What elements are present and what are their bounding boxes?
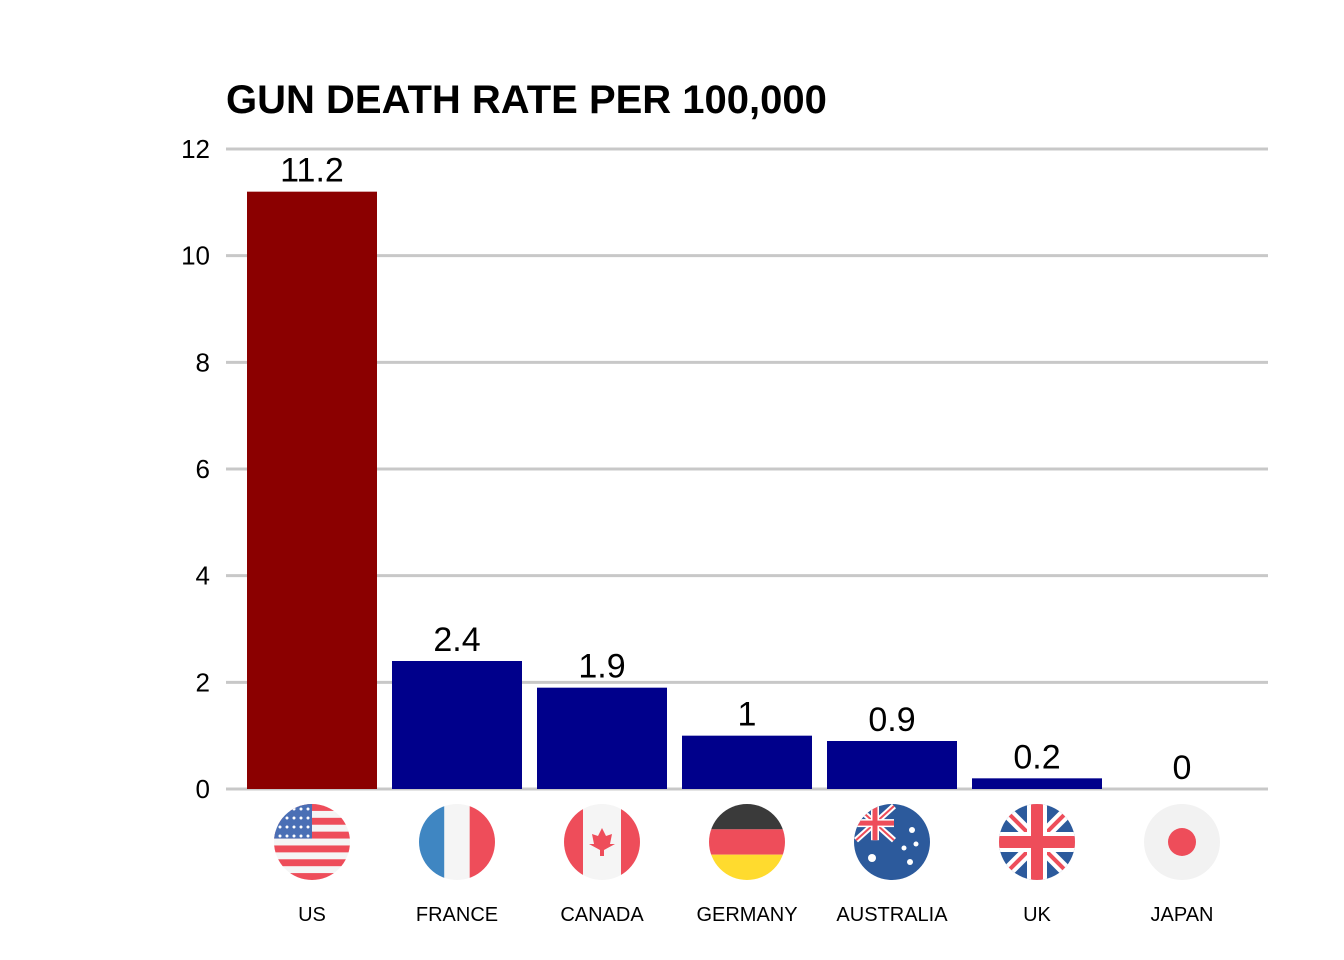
category-label: JAPAN <box>1151 904 1214 926</box>
data-label: 1.9 <box>578 648 625 686</box>
chart-title: GUN DEATH RATE PER 100,000 <box>226 78 827 122</box>
y-tick-label: 6 <box>196 454 210 484</box>
data-label: 1 <box>738 696 757 734</box>
data-label: 11.2 <box>280 152 344 190</box>
bars <box>247 191 1102 789</box>
gridlines <box>226 147 1268 791</box>
bar-uk <box>972 778 1102 789</box>
bar-canada <box>537 687 667 789</box>
uk-flag-icon <box>999 804 1075 880</box>
category-label: UK <box>1023 904 1051 926</box>
y-tick-label: 2 <box>196 667 210 697</box>
japan-flag-icon <box>1144 804 1220 880</box>
bar-france <box>392 661 522 789</box>
flag-icons <box>274 804 1220 880</box>
category-label: GERMANY <box>696 904 797 926</box>
australia-flag-icon <box>854 804 930 880</box>
category-label: FRANCE <box>416 904 498 926</box>
bar-germany <box>682 735 812 789</box>
canada-flag-icon <box>564 804 640 880</box>
data-label: 0.2 <box>1013 738 1060 776</box>
category-label: US <box>298 904 326 926</box>
us-flag-icon <box>274 804 350 880</box>
y-tick-label: 12 <box>181 134 210 164</box>
data-label: 0.9 <box>868 701 915 739</box>
bar-us <box>247 191 377 789</box>
data-label: 2.4 <box>433 621 480 659</box>
france-flag-icon <box>419 804 495 880</box>
x-axis-category-labels: US FRANCE CANADA GERMANY AUSTRALIA UK JAPAN <box>298 904 1213 926</box>
data-labels: 11.2 2.4 1.9 1 0.9 0.2 0 <box>280 152 1191 787</box>
bar-australia <box>827 741 957 789</box>
y-tick-label: 10 <box>181 241 210 271</box>
germany-flag-icon <box>709 804 785 880</box>
y-tick-label: 0 <box>196 774 210 804</box>
y-axis-tick-labels: 0 2 4 6 8 10 12 <box>181 134 210 804</box>
category-label: AUSTRALIA <box>836 904 948 926</box>
y-tick-label: 8 <box>196 347 210 377</box>
category-label: CANADA <box>560 904 644 926</box>
y-tick-label: 4 <box>196 561 210 591</box>
data-label: 0 <box>1173 749 1192 787</box>
